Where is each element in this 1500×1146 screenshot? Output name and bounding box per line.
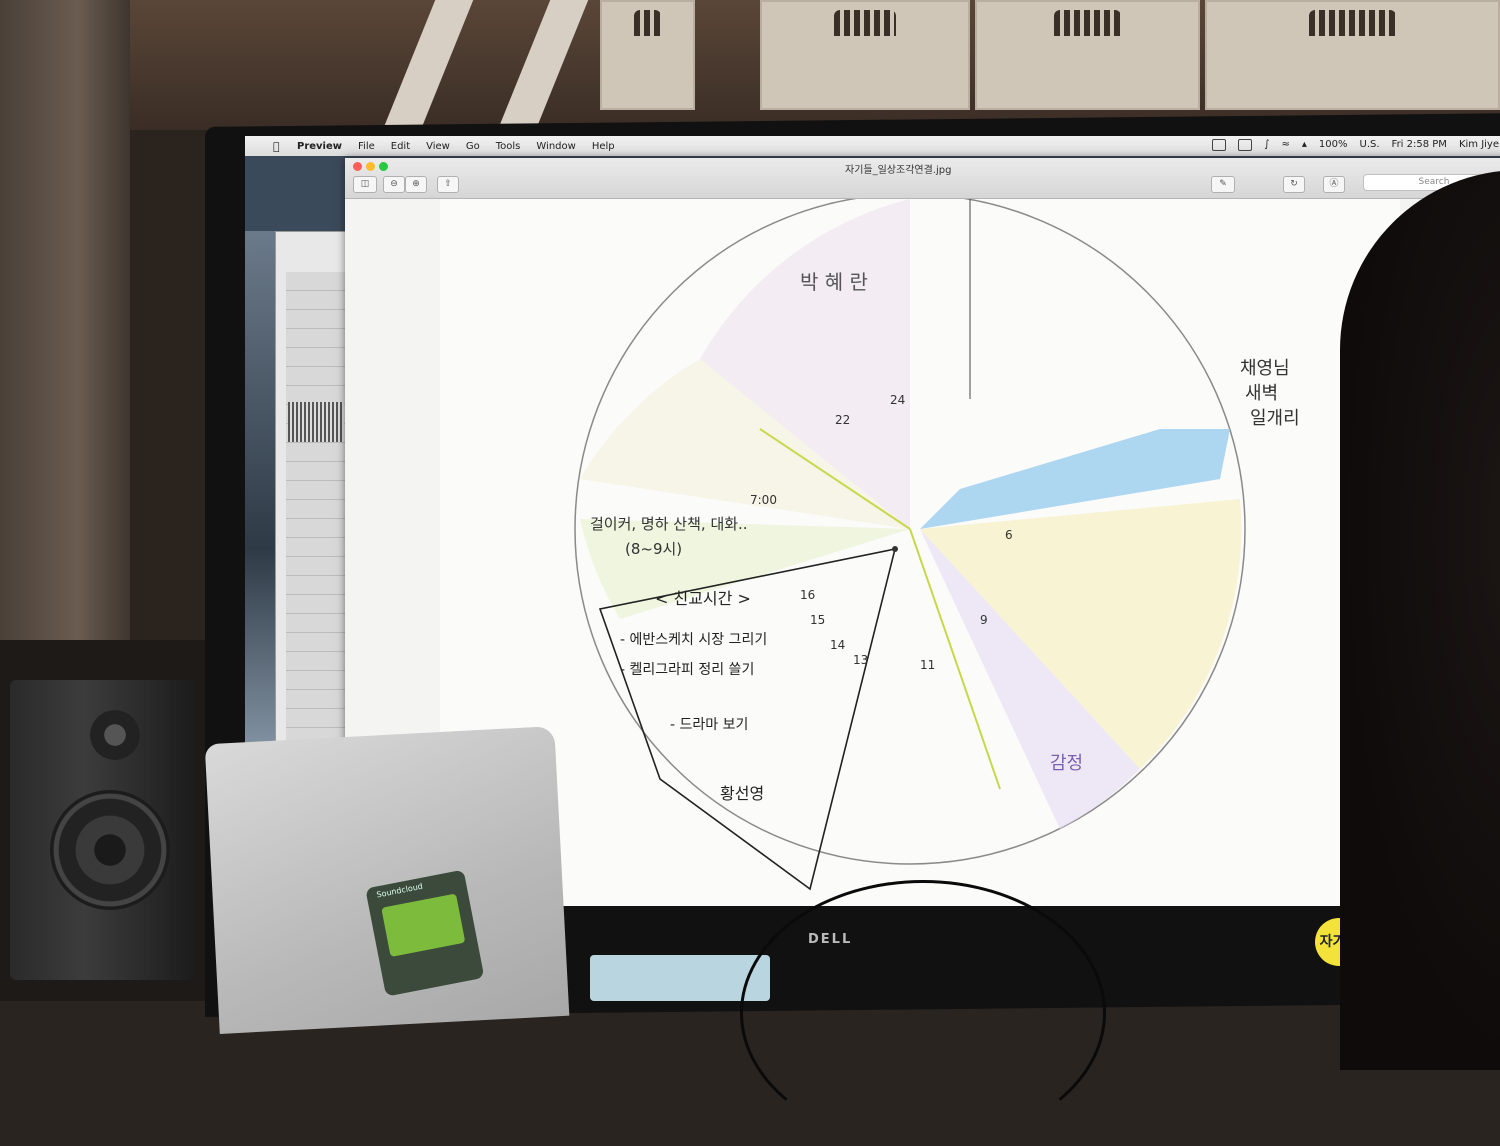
hand-drawn-clock-chart: 박 혜 란 채영님 새벽 일개리 걸이커, 명하 산책, 대화.. (8~9시)… bbox=[574, 193, 1300, 891]
list-item-2: - 켈리그라피 정리 쓸기 bbox=[620, 662, 754, 678]
scanned-drawing: 박 혜 란 채영님 새벽 일개리 걸이커, 명하 산책, 대화.. (8~9시)… bbox=[440, 193, 1400, 906]
mac-menubar:  Preview File Edit View Go Tools Window… bbox=[245, 136, 1500, 156]
storage-crate bbox=[600, 0, 695, 110]
speaker-tweeter bbox=[90, 710, 140, 760]
list-item-3: - 드라마 보기 bbox=[670, 717, 748, 733]
menubar-status-area: ∫ ≈ ▴ 100% U.S. Fri 2:58 PM Kim Jiye bbox=[1212, 139, 1499, 151]
zoom-out-icon[interactable]: ⊖ bbox=[383, 176, 405, 193]
clock-hand bbox=[759, 428, 911, 530]
pillar bbox=[0, 0, 130, 700]
hour-mark: 24 bbox=[890, 393, 905, 407]
zoom-in-icon[interactable]: ⊕ bbox=[405, 176, 427, 193]
menu-view[interactable]: View bbox=[426, 140, 450, 152]
list-item-1: - 에반스케치 시장 그리기 bbox=[620, 632, 767, 648]
wifi-icon[interactable]: ≈ bbox=[1281, 139, 1290, 150]
hour-mark: 7:00 bbox=[750, 493, 777, 507]
hour-mark: 22 bbox=[835, 413, 850, 427]
hour-mark: 11 bbox=[920, 658, 935, 672]
markup-pen-icon[interactable]: ✎ bbox=[1211, 176, 1235, 193]
hour-mark: 9 bbox=[980, 613, 988, 627]
laptop-lid: Soundcloud bbox=[204, 726, 570, 1034]
left-note-line-2: (8~9시) bbox=[625, 540, 682, 558]
lower-right-label: 감정 bbox=[1050, 753, 1083, 774]
document-title: 자기들_일상조각연결.jpg bbox=[845, 165, 952, 176]
zoom-button[interactable] bbox=[379, 162, 388, 171]
battery-percent[interactable]: 100% bbox=[1318, 139, 1348, 150]
menu-window[interactable]: Window bbox=[536, 140, 576, 152]
creative-cloud-icon[interactable] bbox=[1212, 139, 1227, 151]
daw-tracks bbox=[286, 272, 346, 752]
rotate-icon[interactable]: ↻ bbox=[1283, 176, 1305, 193]
speaker bbox=[10, 680, 195, 980]
preview-titlebar: 자기들_일상조각연결.jpg ◫ ⊖ ⊕ ⇧ ✎ ↻ Ⓐ Search bbox=[345, 158, 1500, 199]
audio-waveform bbox=[288, 402, 344, 442]
hour-mark: 16 bbox=[800, 588, 815, 602]
storage-crate bbox=[975, 0, 1200, 110]
sidebar-toggle-icon[interactable]: ◫ bbox=[353, 176, 377, 193]
cassette-sticker: Soundcloud bbox=[365, 869, 485, 997]
desktop-wallpaper bbox=[245, 231, 275, 761]
yellow-segment bbox=[580, 359, 910, 529]
hour-mark: 14 bbox=[830, 638, 845, 652]
hour-mark: 6 bbox=[1005, 528, 1013, 542]
label-right-line-1: 채영님 bbox=[1240, 358, 1290, 379]
clock-hand bbox=[909, 528, 1001, 790]
lavender-segment bbox=[920, 529, 1140, 829]
close-button[interactable] bbox=[353, 162, 362, 171]
yellow-hatched-segment bbox=[920, 499, 1242, 769]
pink-segment bbox=[700, 199, 910, 529]
speaker-woofer bbox=[50, 790, 170, 910]
person-hair bbox=[1340, 170, 1500, 1070]
tissue-pack bbox=[590, 955, 770, 1001]
center-dot bbox=[892, 546, 898, 552]
green-segment bbox=[580, 519, 910, 619]
storage-crate bbox=[1205, 0, 1500, 110]
menubar-user[interactable]: Kim Jiye bbox=[1458, 139, 1499, 150]
volume-icon[interactable]: ▴ bbox=[1301, 139, 1307, 150]
menu-app-name[interactable]: Preview bbox=[297, 140, 343, 152]
input-source[interactable]: U.S. bbox=[1359, 139, 1380, 150]
hour-mark: 15 bbox=[810, 613, 825, 627]
daw-window[interactable]: Device Title Ba bbox=[275, 231, 357, 858]
cassette-label: Soundcloud bbox=[375, 881, 424, 900]
menu-file[interactable]: File bbox=[358, 140, 375, 152]
label-top-name: 박 혜 란 bbox=[800, 270, 868, 294]
label-right-line-3: 일개리 bbox=[1250, 408, 1300, 429]
airplay-icon[interactable] bbox=[1238, 139, 1253, 151]
menubar-clock[interactable]: Fri 2:58 PM bbox=[1391, 139, 1447, 150]
bottom-name: 황선영 bbox=[720, 784, 764, 803]
menu-edit[interactable]: Edit bbox=[390, 140, 411, 152]
minimize-button[interactable] bbox=[366, 162, 375, 171]
storage-crate bbox=[760, 0, 970, 110]
cable bbox=[740, 880, 1106, 1146]
markup-toolbar-icon[interactable]: Ⓐ bbox=[1323, 176, 1345, 193]
share-icon[interactable]: ⇧ bbox=[437, 176, 459, 193]
apple-icon[interactable]:  bbox=[273, 140, 287, 153]
left-note-line-1: 걸이커, 명하 산책, 대화.. bbox=[590, 515, 748, 533]
menu-help[interactable]: Help bbox=[591, 140, 615, 152]
hour-mark: 13 bbox=[853, 653, 868, 667]
menu-go[interactable]: Go bbox=[465, 140, 480, 152]
menu-tools[interactable]: Tools bbox=[495, 140, 521, 152]
section-title: < 친교시간 > bbox=[655, 589, 751, 608]
blue-sleep-segment bbox=[920, 429, 1230, 529]
label-right-line-2: 새벽 bbox=[1245, 383, 1278, 404]
bluetooth-icon[interactable]: ∫ bbox=[1264, 139, 1270, 150]
friendship-time-segment bbox=[598, 547, 897, 891]
